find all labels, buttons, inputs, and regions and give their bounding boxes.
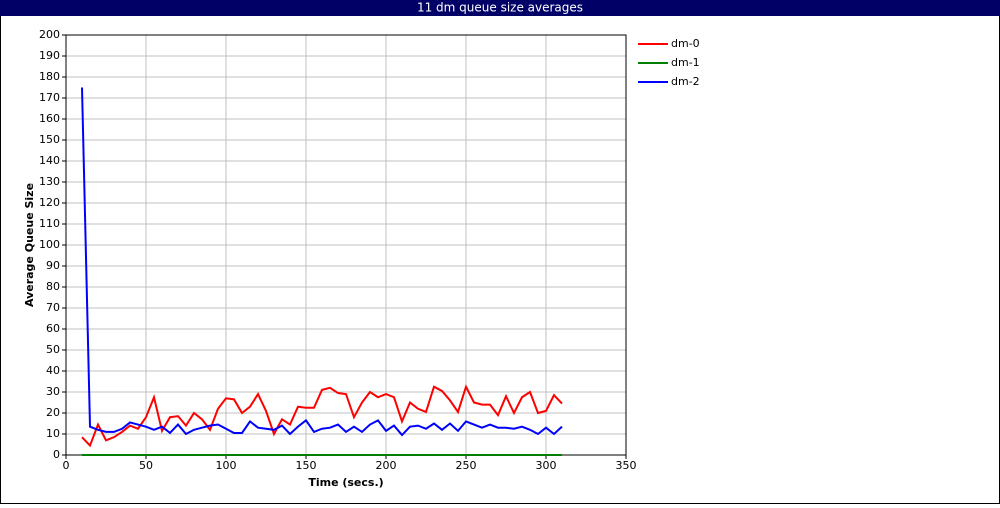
- x-tick-label: 200: [376, 459, 397, 472]
- y-tick-label: 90: [46, 259, 60, 272]
- y-tick-label: 50: [46, 343, 60, 356]
- y-tick-label: 10: [46, 427, 60, 440]
- legend-label: dm-2: [671, 75, 700, 88]
- y-tick-label: 0: [53, 448, 60, 461]
- y-tick-label: 100: [39, 238, 60, 251]
- y-tick-label: 160: [39, 112, 60, 125]
- series-line: [81, 384, 563, 448]
- y-tick-label: 110: [39, 217, 60, 230]
- y-tick-label: 60: [46, 322, 60, 335]
- y-tick-label: 80: [46, 280, 60, 293]
- legend-label: dm-0: [671, 37, 700, 50]
- legend-label: dm-1: [671, 56, 700, 69]
- y-tick-label: 30: [46, 385, 60, 398]
- y-tick-label: 20: [46, 406, 60, 419]
- x-tick-label: 50: [139, 459, 153, 472]
- y-tick-label: 180: [39, 70, 60, 83]
- y-tick-label: 140: [39, 154, 60, 167]
- y-tick-label: 70: [46, 301, 60, 314]
- y-tick-label: 40: [46, 364, 60, 377]
- x-tick-label: 100: [216, 459, 237, 472]
- x-axis-label: Time (secs.): [308, 476, 383, 489]
- x-tick-label: 150: [296, 459, 317, 472]
- y-tick-label: 200: [39, 28, 60, 41]
- x-tick-label: 350: [616, 459, 637, 472]
- y-axis-label: Average Queue Size: [23, 183, 36, 307]
- y-tick-label: 150: [39, 133, 60, 146]
- y-tick-label: 190: [39, 49, 60, 62]
- title-bar: [0, 0, 1000, 16]
- y-tick-label: 130: [39, 175, 60, 188]
- y-tick-label: 120: [39, 196, 60, 209]
- y-tick-label: 170: [39, 91, 60, 104]
- series-line: [81, 87, 563, 437]
- chart-title: 11 dm queue size averages: [417, 1, 583, 15]
- x-tick-label: 0: [63, 459, 70, 472]
- x-tick-label: 250: [456, 459, 477, 472]
- x-tick-label: 300: [536, 459, 557, 472]
